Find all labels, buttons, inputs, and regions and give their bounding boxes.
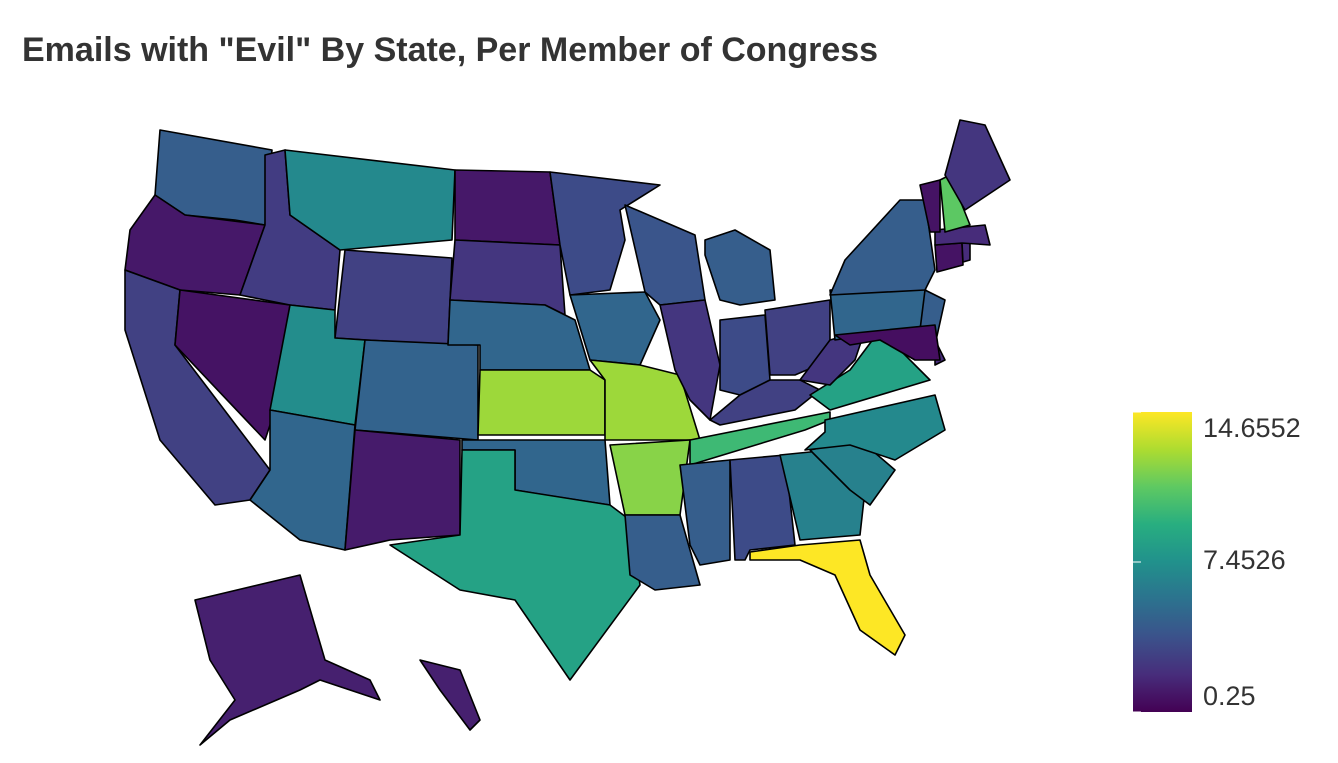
legend: 0.25 7.4526 14.6552 xyxy=(1133,411,1301,713)
region xyxy=(944,119,1011,211)
region xyxy=(934,242,964,273)
region xyxy=(804,394,946,461)
color-bar xyxy=(1133,412,1192,712)
region xyxy=(749,539,906,656)
region xyxy=(934,224,991,246)
region xyxy=(829,199,936,296)
region xyxy=(689,411,831,466)
region xyxy=(419,659,481,731)
region xyxy=(624,204,706,306)
region xyxy=(549,171,661,296)
region xyxy=(709,379,821,426)
region xyxy=(344,429,461,551)
color-tick-label: 7.4526 xyxy=(1203,545,1286,575)
region xyxy=(679,459,731,566)
region xyxy=(589,359,701,441)
color-tick-label: 14.6552 xyxy=(1203,413,1301,443)
region xyxy=(569,291,661,366)
color-tick-label: 0.25 xyxy=(1203,681,1256,711)
region xyxy=(834,324,941,361)
region xyxy=(124,194,266,296)
region xyxy=(609,439,691,516)
region xyxy=(961,242,971,263)
region xyxy=(284,149,456,251)
region xyxy=(354,339,479,441)
region xyxy=(919,179,941,233)
region xyxy=(194,574,381,746)
map xyxy=(124,119,1011,746)
region xyxy=(454,169,561,246)
region xyxy=(389,449,641,681)
region xyxy=(704,229,776,306)
chart-title: Emails with "Evil" By State, Per Member … xyxy=(22,31,878,69)
region xyxy=(334,249,453,346)
region xyxy=(624,514,701,591)
region xyxy=(477,369,606,436)
